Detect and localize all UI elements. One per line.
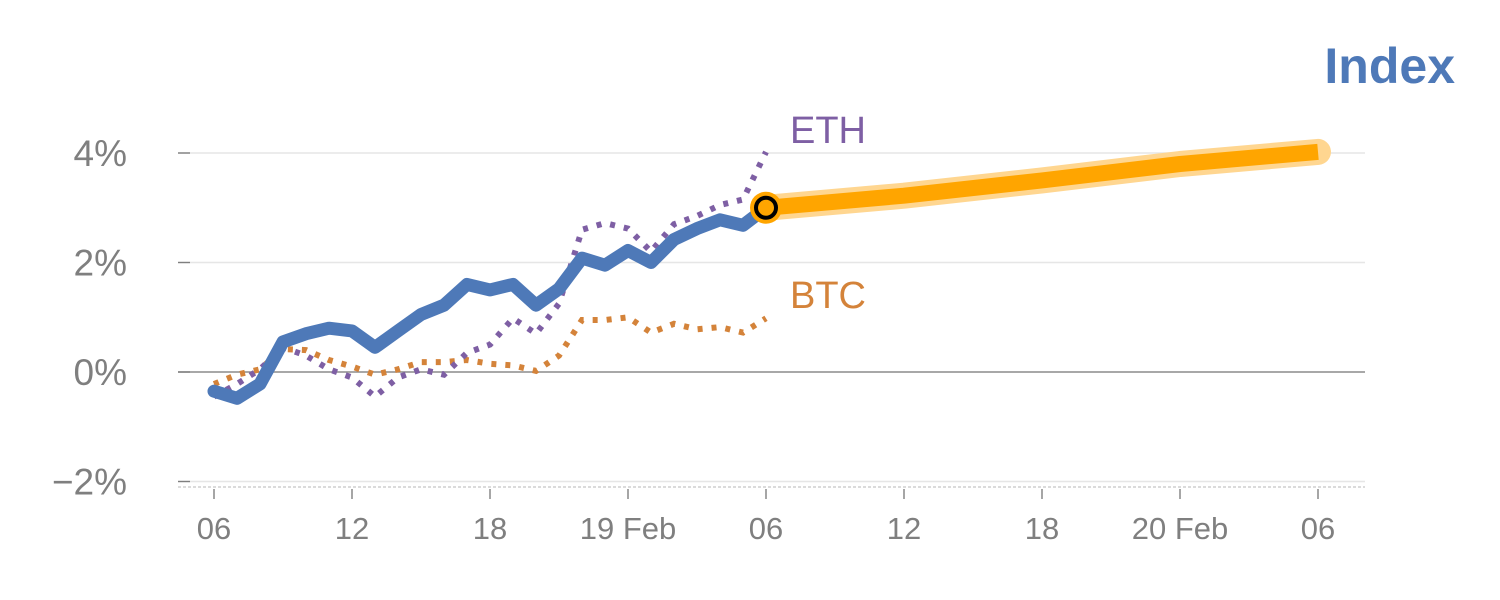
- tick-label-x-5: 12: [887, 511, 921, 546]
- tick-label-y-0: 4%: [74, 133, 127, 174]
- tick-label-x-7: 20 Feb: [1132, 511, 1229, 546]
- tick-label-y-3: −2%: [52, 462, 127, 503]
- tick-label-x-2: 18: [473, 511, 507, 546]
- tick-label-y-2: 0%: [74, 352, 127, 393]
- series-index-line: [207, 201, 773, 405]
- series-eth-line: [212, 150, 769, 401]
- label-layer: Index ETH BTC: [790, 38, 1455, 317]
- series-btc-line: [212, 314, 768, 387]
- tick-label-x-4: 06: [749, 511, 783, 546]
- series-forecast-line: [765, 143, 1319, 216]
- tick-label-x-0: 06: [197, 511, 231, 546]
- tick-label-x-6: 18: [1025, 511, 1059, 546]
- series-layer: [207, 138, 1331, 405]
- legend-label-index: Index: [1324, 38, 1455, 94]
- tick-label-x-8: 06: [1301, 511, 1335, 546]
- annotation-eth: ETH: [790, 110, 866, 152]
- tick-label-x-1: 12: [335, 511, 369, 546]
- current-marker-inner: [754, 195, 778, 220]
- annotation-btc: BTC: [790, 275, 866, 317]
- tick-label-x-3: 19 Feb: [580, 511, 677, 546]
- axis-layer: 4% 2% 0% −2% 06 12 18 19 Feb 06 12 18 20 Feb 06: [52, 133, 1365, 546]
- tick-label-y-1: 2%: [74, 243, 127, 284]
